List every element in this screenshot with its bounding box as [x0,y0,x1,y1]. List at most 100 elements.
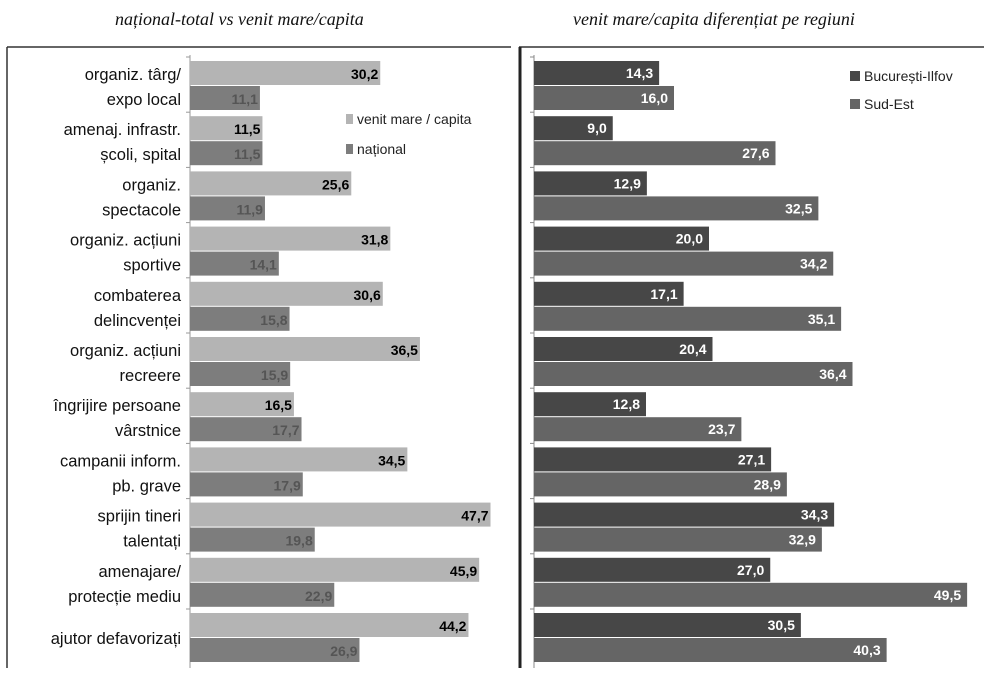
right-bar-value-label: 32,9 [789,532,816,548]
category-label: organiz. acțiuni [70,342,181,360]
right-legend-label: Sud-Est [864,96,914,112]
category-label: ajutor defavorizați [51,630,181,648]
right-legend-label: București-Ilfov [864,68,953,84]
left-bar [190,417,302,442]
left-bar [190,582,335,607]
category-label: spectacole [102,201,181,219]
right-bar-value-label: 20,0 [676,231,703,247]
left-bar [190,362,291,386]
left-legend-swatch [346,114,353,124]
right-bar-value-label: 9,0 [587,120,607,136]
right-bar-value-label: 20,4 [679,341,706,357]
right-bar [534,171,647,196]
left-bar-value-label: 11,5 [234,121,261,137]
right-bar-value-label: 27,1 [738,451,765,467]
category-label: recreere [120,367,181,385]
left-legend-label: venit mare / capita [357,111,472,127]
left-bar [190,61,381,85]
right-bar [534,116,613,141]
right-bar-value-label: 35,1 [808,311,835,327]
right-bar-value-label: 16,0 [641,90,668,106]
category-label: îngrijire persoane [53,397,182,415]
right-bar-value-label: 36,4 [819,366,846,382]
left-bar [190,171,352,196]
right-bar-value-label: 34,3 [801,507,828,523]
category-label: delincvenței [94,312,181,330]
left-bar-value-label: 14,1 [250,257,277,273]
right-bar [534,472,787,497]
right-bar-value-label: 34,2 [800,256,827,272]
left-bar-value-label: 36,5 [391,342,418,358]
left-bar-value-label: 15,8 [260,312,287,328]
right-bar [534,196,819,221]
right-bar [534,557,771,582]
right-bar [534,306,842,331]
right-bar-value-label: 32,5 [785,200,812,216]
right-bar [534,141,776,166]
left-bar-value-label: 47,7 [461,508,488,524]
left-bar [190,502,491,527]
left-bar [190,116,263,141]
left-bar-value-label: 17,7 [272,422,299,438]
category-label: organiz. târg/ [85,66,182,84]
category-label: sportive [123,257,181,275]
category-label: organiz. acțiuni [70,232,181,250]
category-label: campanii inform. [60,452,181,470]
right-legend-swatch [850,71,860,81]
left-bar [190,226,391,251]
right-bar-value-label: 12,8 [613,396,640,412]
left-bar-value-label: 30,6 [354,287,381,303]
category-label: amenaj. infrastr. [64,121,181,139]
left-bar-value-label: 26,9 [330,643,357,659]
left-bar [190,141,263,166]
right-legend-swatch [850,99,860,109]
right-bar-value-label: 27,0 [737,562,764,578]
right-bar [534,362,853,386]
left-bar [190,638,360,662]
right-bar [534,613,801,637]
left-bar [190,527,315,552]
right-bar [534,61,660,85]
category-label: protecție mediu [68,588,181,606]
left-bar-value-label: 16,5 [265,397,292,413]
right-bar [534,502,835,527]
left-bar [190,251,279,276]
left-bar [190,196,265,221]
left-bar-value-label: 44,2 [439,618,466,634]
left-bar [190,557,480,582]
right-bar [534,281,684,306]
chart-title-left: național-total vs venit mare/capita [115,9,364,29]
left-bar-value-label: 31,8 [361,232,388,248]
left-bar-value-label: 17,9 [274,477,301,493]
right-bar-value-label: 17,1 [650,286,677,302]
left-bar-value-label: 11,1 [231,91,258,107]
category-label: expo local [107,91,181,109]
left-bar-value-label: 45,9 [450,563,477,579]
right-bar [534,582,968,607]
right-bar-value-label: 40,3 [853,642,880,658]
left-bar [190,392,294,417]
right-bar-value-label: 14,3 [626,65,653,81]
left-bar-value-label: 22,9 [305,588,332,604]
category-label: talentați [123,533,181,551]
category-label: organiz. [122,176,181,194]
left-bar-value-label: 15,9 [261,367,288,383]
left-bar [190,472,303,497]
right-bar-value-label: 49,5 [934,587,961,603]
right-bar [534,226,709,251]
right-bar-value-label: 30,5 [768,617,795,633]
left-bar [190,306,290,331]
category-label: vârstnice [115,422,181,440]
category-label: amenajare/ [98,563,181,581]
right-bar [534,417,742,442]
left-bar-value-label: 30,2 [351,66,378,82]
right-bar [534,86,674,110]
left-bar-value-label: 25,6 [322,176,349,192]
left-bar-value-label: 11,9 [236,201,263,217]
category-label: combaterea [94,287,182,305]
right-bar [534,527,822,552]
left-bar-value-label: 19,8 [285,533,312,549]
right-bar [534,337,713,361]
category-label: sprijin tineri [98,508,181,526]
